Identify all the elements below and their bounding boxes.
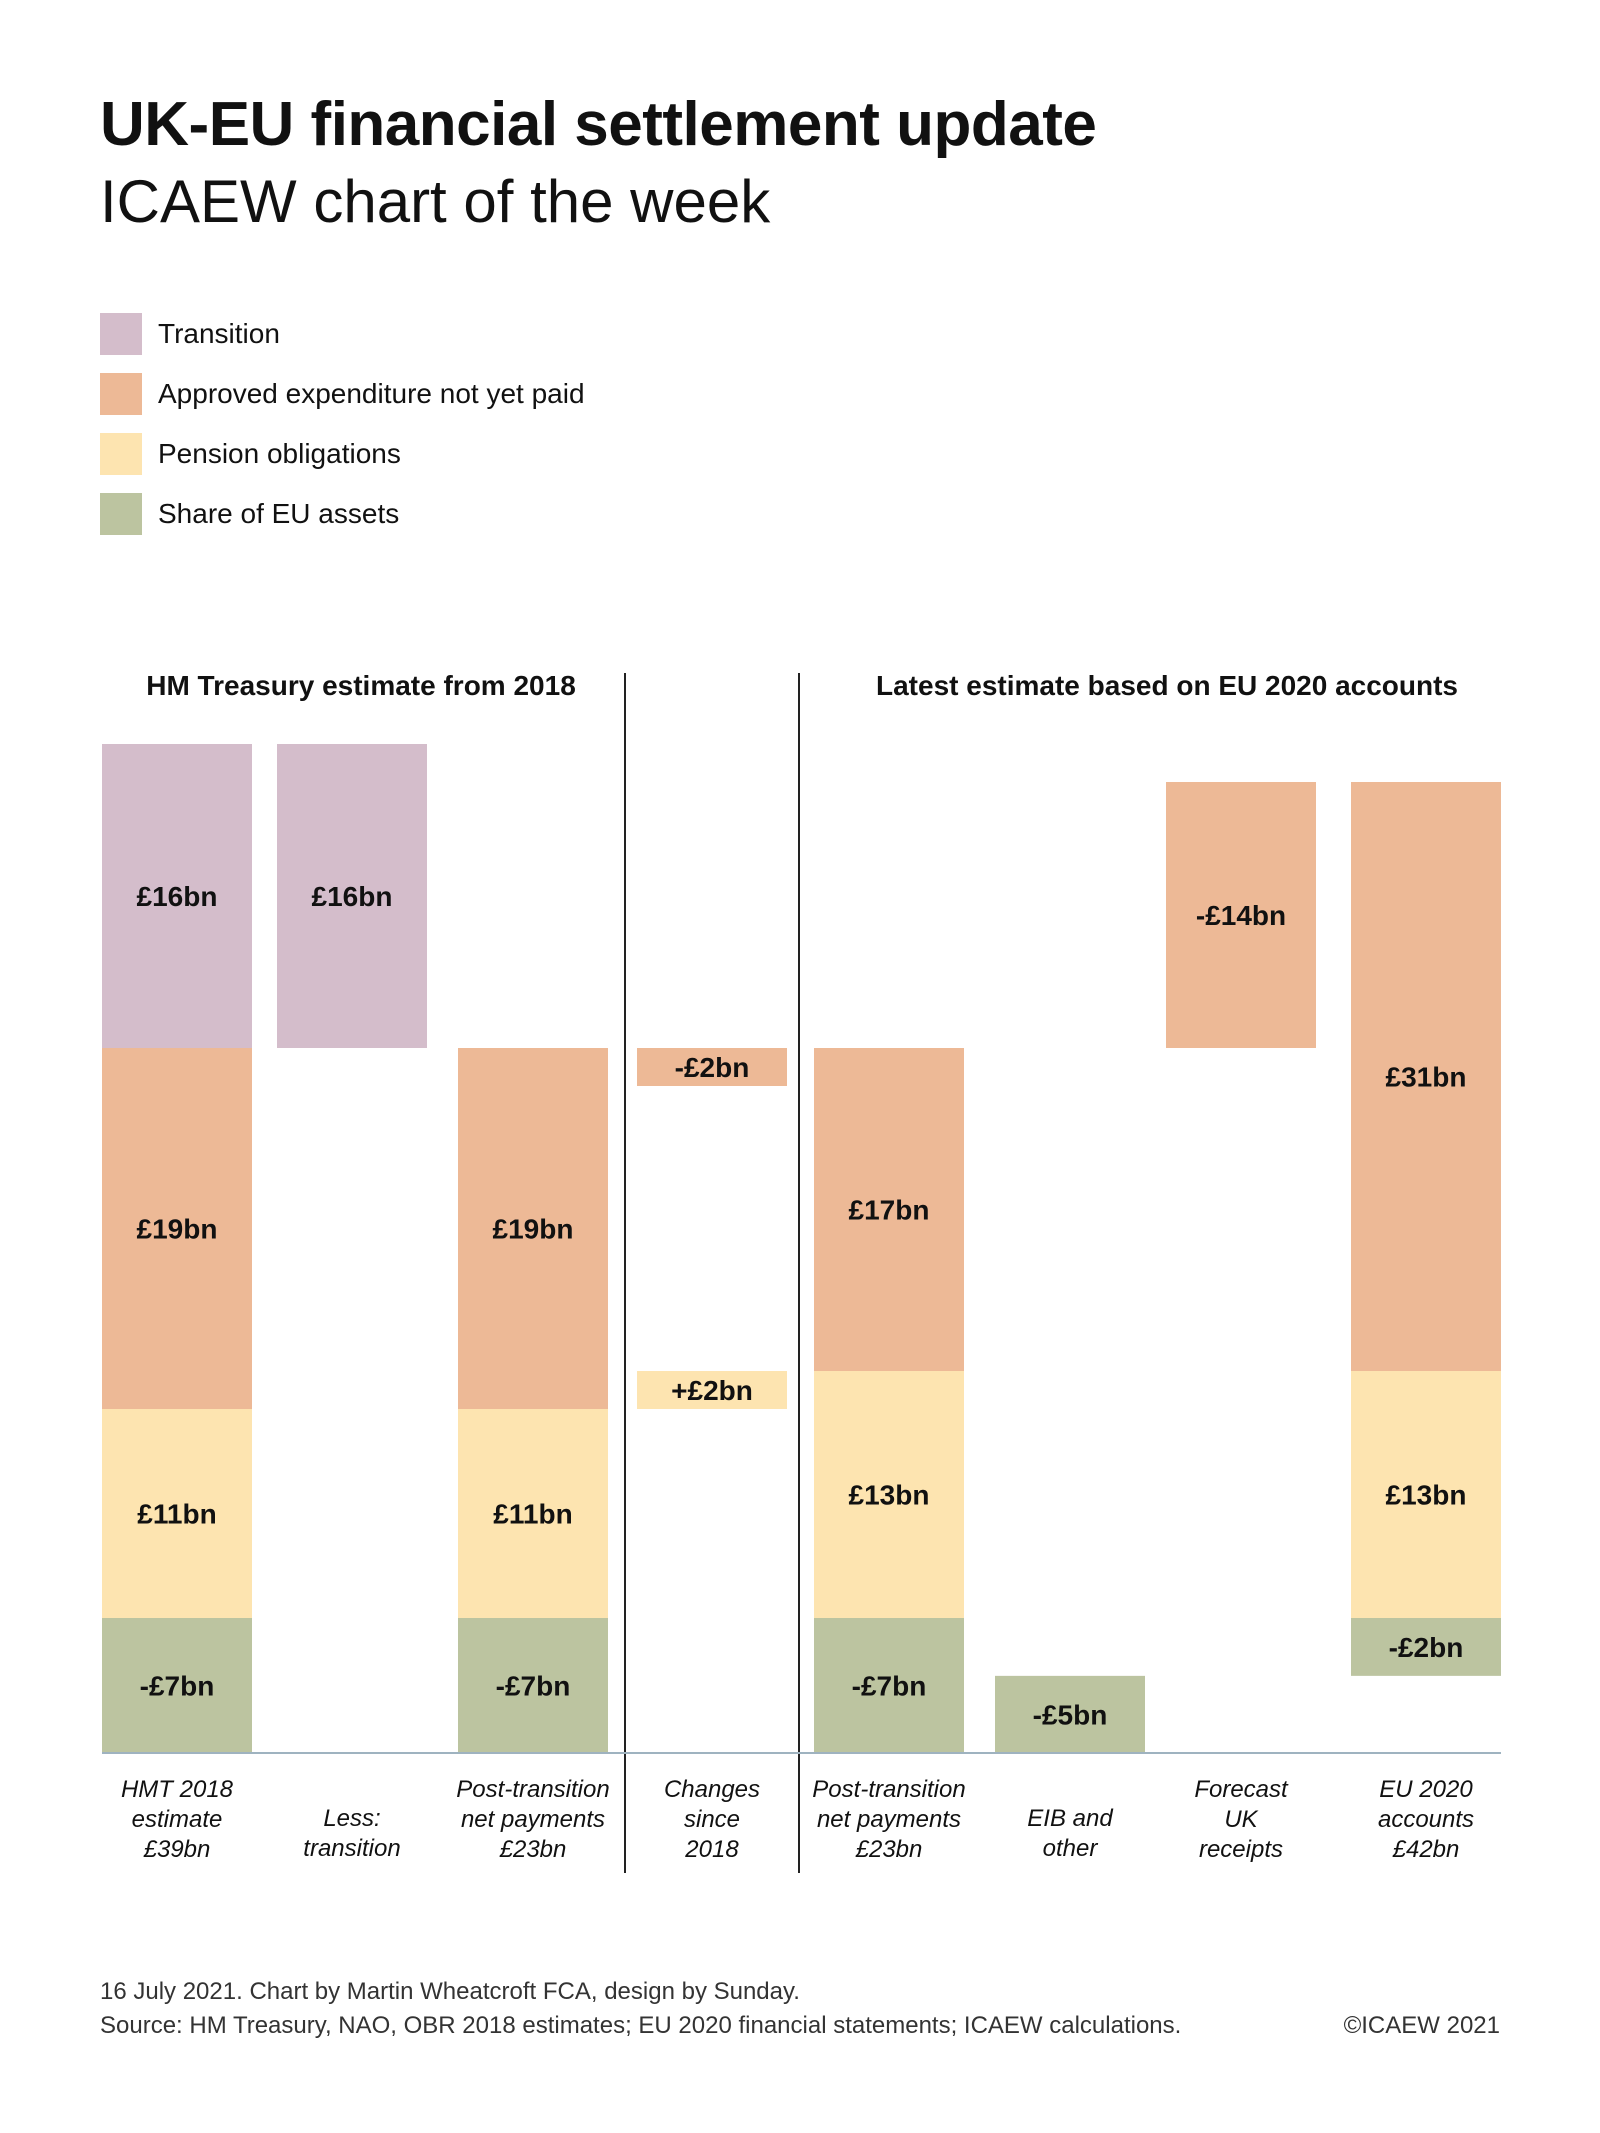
category-label: UK <box>1224 1806 1258 1833</box>
data-label: £19bn <box>137 1214 218 1245</box>
chart-title: UK-EU financial settlement update <box>100 90 1097 159</box>
data-label: -£14bn <box>1196 900 1286 931</box>
column-0: £16bn £19bn £11bn -£7bn <box>102 744 252 1754</box>
data-label: +£2bn <box>671 1375 753 1406</box>
data-label: £19bn <box>493 1214 574 1245</box>
bar-segment-approved <box>1166 782 1316 1048</box>
bar-segment-assets <box>1351 1618 1501 1676</box>
footer-source: Source: HM Treasury, NAO, OBR 2018 estim… <box>100 2012 1182 2039</box>
column-7: £31bn £13bn -£2bn <box>1351 782 1501 1676</box>
bar-segment-assets <box>814 1618 964 1754</box>
bar-segment-pension <box>1351 1371 1501 1618</box>
legend-swatch-pension <box>100 433 142 475</box>
data-label: £11bn <box>137 1499 216 1530</box>
legend-item-approved: Approved expenditure not yet paid <box>100 373 585 415</box>
category-label: £23bn <box>855 1836 923 1863</box>
category-labels: HMT 2018 estimate £39bn Less: transition Post… <box>121 1776 1474 1863</box>
column-5: -£5bn <box>995 1675 1145 1754</box>
data-label: £16bn <box>312 881 393 912</box>
data-label: £31bn <box>1386 1062 1467 1093</box>
category-label: estimate <box>132 1806 223 1833</box>
bar-segment-assets <box>458 1618 608 1754</box>
category-label: since <box>684 1806 740 1833</box>
category-label: Changes <box>664 1776 760 1803</box>
category-label: HMT 2018 <box>121 1776 234 1803</box>
category-label: transition <box>303 1835 400 1862</box>
legend-label: Transition <box>158 318 280 349</box>
data-label: £17bn <box>849 1195 930 1226</box>
section-title: HM Treasury estimate from 2018 <box>146 670 576 701</box>
legend-label: Approved expenditure not yet paid <box>158 378 585 409</box>
data-label: -£7bn <box>496 1671 571 1702</box>
data-label: -£7bn <box>140 1671 215 1702</box>
category-label: £42bn <box>1392 1836 1460 1863</box>
category-label: net payments <box>461 1806 605 1833</box>
column-4: £17bn £13bn -£7bn <box>814 1048 964 1754</box>
legend-swatch-assets <box>100 493 142 535</box>
bar-segment-pension <box>458 1409 608 1618</box>
category-label: £39bn <box>143 1836 211 1863</box>
data-label: £11bn <box>493 1499 572 1530</box>
category-label: Less: <box>323 1805 380 1832</box>
legend-item-pension: Pension obligations <box>100 433 585 475</box>
data-label: -£2bn <box>1389 1632 1464 1663</box>
data-label: £16bn <box>137 881 218 912</box>
column-3: -£2bn +£2bn <box>637 1048 787 1409</box>
category-label: Post-transition <box>812 1776 965 1803</box>
bar-segment-assets <box>102 1618 252 1754</box>
category-label: net payments <box>817 1806 961 1833</box>
legend-label: Share of EU assets <box>158 498 400 529</box>
footer-credit: 16 July 2021. Chart by Martin Wheatcroft… <box>100 1978 800 2005</box>
section-titles: HM Treasury estimate from 2018 Latest est… <box>146 670 1458 701</box>
legend: Transition Approved expenditure not yet … <box>100 313 585 553</box>
column-1: £16bn <box>277 744 427 1048</box>
legend-swatch-approved <box>100 373 142 415</box>
category-label: accounts <box>1378 1806 1474 1833</box>
category-label: Forecast <box>1194 1776 1289 1803</box>
column-6: -£14bn <box>1166 782 1316 1048</box>
bar-segment-approved <box>637 1048 787 1086</box>
category-label: 2018 <box>684 1836 739 1863</box>
bar-segment-pension <box>637 1371 787 1409</box>
category-label: Post-transition <box>456 1776 609 1803</box>
legend-item-assets: Share of EU assets <box>100 493 585 535</box>
bar-segment-approved <box>1351 782 1501 1371</box>
copyright: ©ICAEW 2021 <box>1343 2012 1500 2039</box>
bar-segment-approved <box>814 1048 964 1371</box>
bar-segment-pension <box>102 1409 252 1618</box>
category-label: other <box>1043 1835 1099 1862</box>
bar-segment-transition <box>277 744 427 1048</box>
category-label: £23bn <box>499 1836 567 1863</box>
bar-segment-transition <box>102 744 252 1048</box>
bar-segment-approved <box>458 1048 608 1409</box>
section-dividers <box>624 673 800 1873</box>
category-label: EU 2020 <box>1379 1776 1473 1803</box>
data-label: -£5bn <box>1033 1699 1108 1730</box>
legend-swatch-transition <box>100 313 142 355</box>
data-label: £13bn <box>1386 1480 1467 1511</box>
legend-label: Pension obligations <box>158 438 401 469</box>
section-title: Latest estimate based on EU 2020 account… <box>876 670 1458 701</box>
bar-segment-assets <box>995 1675 1145 1754</box>
legend-item-transition: Transition <box>100 313 585 355</box>
bar-segment-pension <box>814 1371 964 1618</box>
category-label: receipts <box>1199 1836 1283 1863</box>
category-label: EIB and <box>1027 1805 1113 1832</box>
data-label: -£7bn <box>852 1671 927 1702</box>
column-2: £19bn £11bn -£7bn <box>458 1048 608 1754</box>
chart-subtitle: ICAEW chart of the week <box>100 168 771 235</box>
bars: £16bn £19bn £11bn -£7bn £16bn £19bn £11bn -£7bn… <box>102 744 1501 1754</box>
bar-segment-approved <box>102 1048 252 1409</box>
data-label: £13bn <box>849 1480 930 1511</box>
data-label: -£2bn <box>675 1052 750 1083</box>
